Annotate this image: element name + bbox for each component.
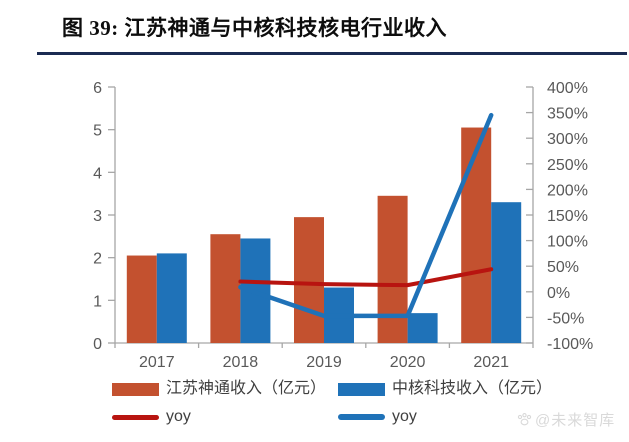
figure-title: 图 39: 江苏神通与中核科技核电行业收入 [62, 16, 447, 40]
svg-text:3: 3 [93, 208, 102, 225]
x-axis-year-label: 2018 [223, 354, 259, 371]
legend-swatch-blue-bar [338, 382, 385, 396]
legend-item-cnnc-revenue: 中核科技收入（亿元） [338, 380, 552, 398]
title-underline [37, 52, 627, 55]
bar-2018-s0 [210, 234, 241, 343]
x-axis-year-label: 2021 [473, 354, 509, 371]
yoy-line-0 [238, 267, 494, 288]
yoy-line-1 [238, 112, 494, 319]
legend-item-yoy-blue: yoy [338, 408, 417, 426]
svg-text:0: 0 [93, 336, 102, 353]
svg-text:4: 4 [93, 165, 102, 182]
legend-swatch-red-line [112, 414, 159, 420]
watermark-text: @未来智库 [535, 412, 616, 429]
bar-2020-s1 [407, 313, 438, 343]
legend-label-cnnc-revenue: 中核科技收入（亿元） [392, 380, 553, 397]
bar-2021-s1 [491, 202, 522, 343]
svg-text:250%: 250% [547, 157, 588, 174]
bar-2020-s0 [377, 195, 408, 343]
legend-label-jiangsu-revenue: 江苏神通收入（亿元） [166, 380, 327, 397]
legend-swatch-blue-line [338, 414, 385, 420]
legend-label-yoy-blue: yoy [392, 408, 417, 425]
svg-text:200%: 200% [547, 182, 588, 199]
bar-2017-s1 [156, 253, 187, 343]
bars-group [126, 127, 522, 344]
legend-item-yoy-red: yoy [112, 408, 191, 426]
x-axis-year-label: 2019 [306, 354, 342, 371]
watermark: @未来智库 [517, 409, 615, 430]
svg-text:-100%: -100% [547, 336, 593, 353]
svg-text:50%: 50% [547, 259, 579, 276]
bar-2017-s0 [126, 255, 157, 343]
legend-swatch-red-bar [112, 382, 159, 396]
bar-2019-s0 [294, 217, 324, 343]
legend-label-yoy-red: yoy [166, 408, 191, 425]
x-axis-year-label: 2017 [139, 354, 175, 371]
svg-text:1: 1 [93, 293, 102, 310]
legend-item-jiangsu-revenue: 江苏神通收入（亿元） [112, 380, 326, 398]
svg-text:300%: 300% [547, 131, 588, 148]
svg-text:2: 2 [93, 251, 102, 268]
svg-text:150%: 150% [547, 208, 588, 225]
svg-text:350%: 350% [547, 106, 588, 123]
svg-text:100%: 100% [547, 234, 588, 251]
svg-text:6: 6 [93, 80, 102, 97]
svg-text:0%: 0% [547, 285, 570, 302]
svg-text:5: 5 [93, 123, 102, 140]
x-axis-year-label: 2020 [390, 354, 426, 371]
svg-text:400%: 400% [547, 80, 588, 97]
svg-text:-50%: -50% [547, 310, 584, 327]
paw-icon [517, 412, 532, 427]
combo-chart-canvas: 0 1 2 3 4 5 6 -100% -50% 0% 50% 100% 150% 200% 250% 300… [93, 80, 593, 371]
bar-2021-s0 [461, 127, 492, 344]
